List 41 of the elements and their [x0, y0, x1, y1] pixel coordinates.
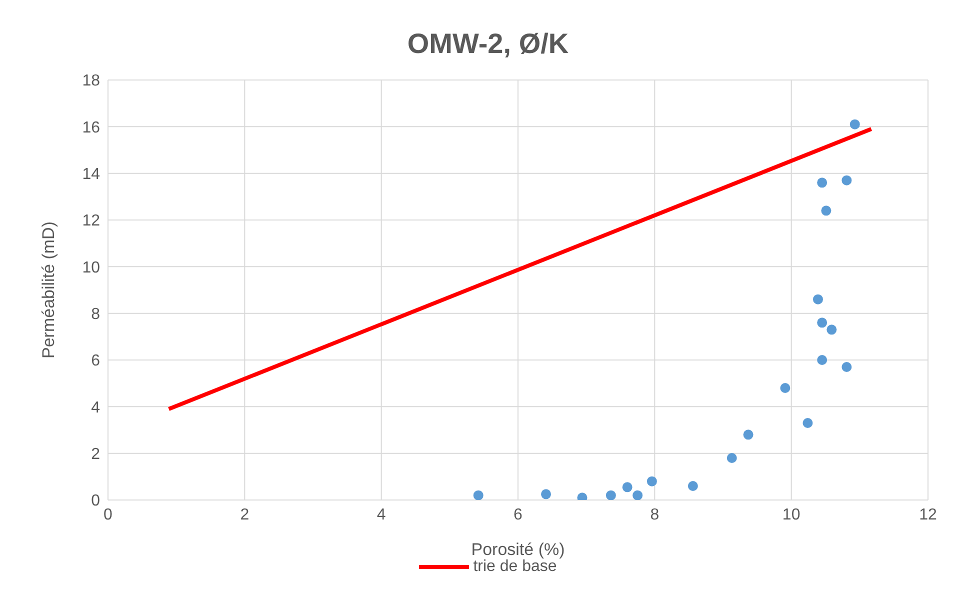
x-tick-label: 10	[782, 506, 800, 524]
point	[541, 489, 552, 500]
point	[817, 355, 828, 365]
point	[812, 294, 823, 304]
point	[817, 318, 828, 328]
point	[726, 453, 737, 463]
chart-title: OMW-2, Ø/K	[406, 27, 570, 60]
point	[817, 178, 828, 188]
point	[646, 476, 657, 486]
point	[842, 175, 852, 186]
y-tick-label: 0	[91, 492, 100, 510]
point	[632, 490, 643, 500]
point	[688, 481, 698, 491]
y-tick-label: 6	[91, 352, 100, 370]
point	[802, 418, 813, 428]
y-tick-label: 8	[91, 306, 100, 324]
y-tick-label: 4	[91, 399, 100, 416]
y-tick-label: 16	[82, 119, 100, 136]
point	[821, 206, 832, 216]
x-tick-label: 4	[376, 506, 386, 524]
x-tick-label: 12	[919, 506, 937, 524]
point	[606, 490, 616, 500]
x-tick-label: 6	[514, 506, 523, 524]
y-tick-label: 14	[82, 166, 100, 184]
point	[826, 324, 837, 335]
point	[780, 383, 790, 393]
point	[842, 362, 852, 372]
y-tick-label: 10	[82, 259, 100, 276]
point	[850, 119, 860, 130]
point	[622, 482, 632, 492]
y-tick-label: 2	[91, 446, 100, 464]
x-tick-label: 0	[104, 506, 113, 524]
point	[473, 490, 484, 500]
x-tick-label: 2	[240, 506, 250, 524]
y-tick-label: 18	[82, 72, 100, 90]
x-tick-label: 8	[650, 506, 660, 524]
y-axis-title: Perméabilité (mD)	[39, 222, 58, 358]
y-tick-label: 12	[82, 212, 100, 230]
legend-label: trie de base	[473, 558, 557, 576]
point	[743, 430, 754, 440]
x-axis-title: Porosité (%)	[471, 540, 565, 559]
